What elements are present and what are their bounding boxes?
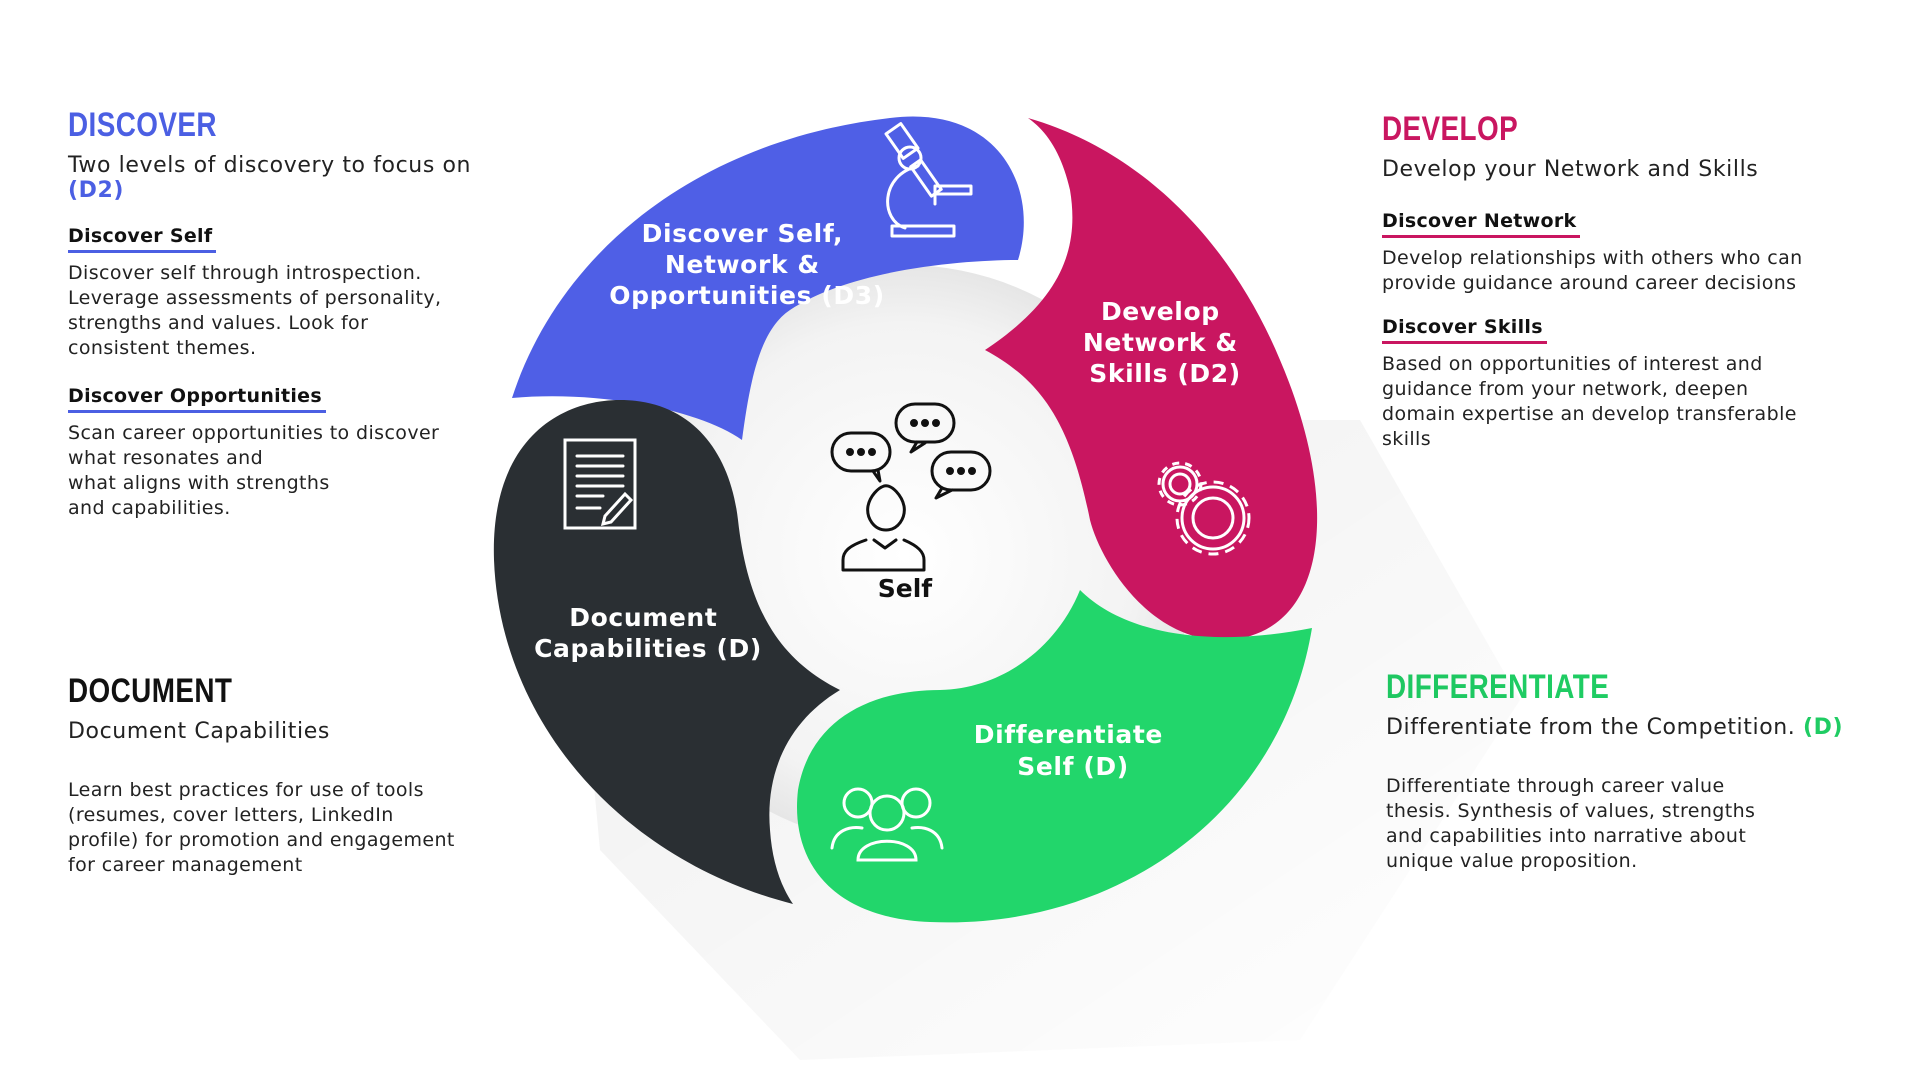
segment-differentiate	[797, 590, 1312, 923]
text-line: Scan career opportunities to discover	[68, 422, 440, 444]
text-line: and capabilities.	[68, 497, 231, 519]
segment-develop-label: Develop Network & Skills (D2)	[1083, 297, 1247, 388]
discover-section: DISCOVER Two levels of discovery to focu…	[68, 106, 508, 521]
text-line: Based on opportunities of interest and	[1382, 353, 1763, 375]
segment-document-label: Document Capabilities (D)	[534, 603, 762, 663]
discover-title: DISCOVER	[68, 106, 217, 144]
segment-discover	[512, 116, 1024, 440]
develop-skills-block: Discover Skills Based on opportunities o…	[1382, 316, 1902, 452]
develop-network-heading: Discover Network	[1382, 210, 1581, 238]
text-line: Develop relationships with others who ca…	[1382, 247, 1803, 269]
segment-discover-label: Discover Self, Network & Opportunities (…	[609, 219, 885, 310]
develop-subtitle: Develop your Network and Skills	[1382, 157, 1759, 182]
develop-skills-heading: Discover Skills	[1382, 316, 1547, 344]
text-line: skills	[1382, 428, 1432, 450]
text-line: Differentiate through career value	[1386, 775, 1725, 797]
document-section: DOCUMENT Document Capabilities Learn bes…	[68, 672, 538, 878]
text-line: provide guidance around career decisions	[1382, 272, 1797, 294]
text-line: what aligns with strengths	[68, 472, 330, 494]
develop-network-block: Discover Network Develop relationships w…	[1382, 210, 1902, 296]
text-line: strengths and values. Look for	[68, 312, 369, 334]
develop-section: DEVELOP Develop your Network and Skills …	[1382, 110, 1902, 452]
discover-self-block: Discover Self Discover self through intr…	[68, 225, 508, 361]
group-icon	[830, 787, 944, 862]
text-line: consistent themes.	[68, 337, 257, 359]
text-line: guidance from your network, deepen	[1382, 378, 1749, 400]
discover-opportunities-text: Scan career opportunities to discover wh…	[68, 421, 508, 521]
segment-develop	[985, 118, 1318, 641]
text-line: what resonates and	[68, 447, 264, 469]
text-line: Discover self through introspection.	[68, 262, 422, 284]
text-line: thesis. Synthesis of values, strengths	[1386, 800, 1756, 822]
document-title: DOCUMENT	[68, 672, 233, 710]
center-label: Self	[878, 574, 934, 603]
discover-subtitle-text: Two levels of discovery to focus on	[68, 153, 472, 178]
discover-self-text: Discover self through introspection. Lev…	[68, 261, 508, 361]
document-subtitle: Document Capabilities	[68, 719, 330, 744]
develop-title: DEVELOP	[1382, 110, 1519, 148]
discover-opportunities-block: Discover Opportunities Scan career oppor…	[68, 385, 508, 521]
discover-subtitle: Two levels of discovery to focus on (D2)	[68, 153, 508, 203]
text-line: domain expertise an develop transferable	[1382, 403, 1797, 425]
person-chat-icon	[830, 402, 992, 572]
text-line: and capabilities into narrative about	[1386, 825, 1747, 847]
segment-document	[493, 400, 840, 904]
text-line: unique value proposition.	[1386, 850, 1638, 872]
develop-skills-text: Based on opportunities of interest and g…	[1382, 352, 1902, 452]
text-line: (resumes, cover letters, LinkedIn	[68, 804, 394, 826]
text-line: Leverage assessments of personality,	[68, 287, 442, 309]
develop-network-text: Develop relationships with others who ca…	[1382, 246, 1902, 296]
document-text: Learn best practices for use of tools (r…	[68, 778, 538, 878]
microscope-icon	[884, 122, 973, 238]
segment-differentiate-label: Differentiate Self (D)	[974, 720, 1173, 781]
discover-subtitle-tag: (D2)	[68, 178, 125, 203]
discover-self-heading: Discover Self	[68, 225, 217, 253]
differentiate-text: Differentiate through career value thesi…	[1386, 774, 1906, 874]
document-edit-icon	[563, 438, 637, 530]
gears-icon	[1157, 461, 1251, 556]
discover-opportunities-heading: Discover Opportunities	[68, 385, 326, 413]
differentiate-subtitle-tag: (D)	[1803, 715, 1844, 740]
text-line: for career management	[68, 854, 303, 876]
text-line: Learn best practices for use of tools	[68, 779, 424, 801]
text-line: profile) for promotion and engagement	[68, 829, 455, 851]
